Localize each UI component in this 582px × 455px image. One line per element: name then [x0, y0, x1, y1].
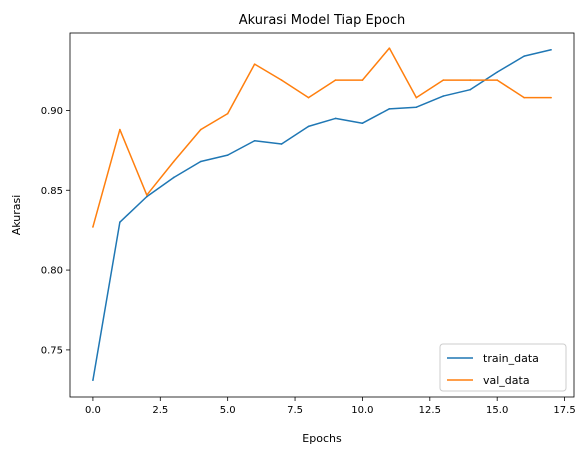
data-point-val_data	[146, 194, 148, 196]
data-point-train_data	[307, 125, 310, 128]
x-tick-label: 17.5	[553, 405, 575, 416]
data-point-val_data	[523, 96, 525, 99]
data-point-train_data	[415, 106, 418, 109]
data-point-val_data	[361, 79, 364, 81]
x-axis-label: Epochs	[302, 432, 342, 445]
data-point-val_data	[550, 96, 552, 99]
series-line-train_data	[92, 49, 552, 381]
x-tick-label: 15.0	[486, 405, 508, 416]
data-point-train_data	[523, 55, 525, 57]
data-point-val_data	[280, 79, 283, 81]
x-tick-label: 0.0	[85, 405, 101, 416]
data-point-val_data	[496, 79, 498, 81]
data-point-train_data	[550, 48, 552, 51]
data-point-train_data	[280, 143, 283, 145]
data-point-train_data	[388, 108, 391, 110]
data-point-val_data	[388, 47, 391, 49]
data-point-train_data	[253, 139, 256, 142]
x-tick-label: 7.5	[287, 405, 303, 416]
x-axis-ticks: 0.0 2.5 5.0 7.5 10.0 12.5 15.0 17.5	[85, 397, 576, 416]
y-tick-label: 0.90	[41, 106, 63, 117]
data-point-val_data	[307, 96, 310, 99]
series-line-val_data	[92, 47, 552, 228]
data-point-val_data	[199, 128, 202, 131]
data-point-val_data	[172, 160, 175, 163]
y-tick-label: 0.85	[41, 186, 63, 197]
data-point-val_data	[92, 226, 94, 228]
data-point-val_data	[226, 112, 229, 115]
x-tick-label: 5.0	[220, 405, 236, 416]
data-point-train_data	[226, 154, 229, 156]
data-point-train_data	[442, 95, 445, 97]
y-tick-label: 0.75	[41, 345, 63, 356]
data-point-train_data	[92, 379, 94, 382]
series-lines	[92, 47, 552, 382]
x-tick-label: 10.0	[351, 405, 373, 416]
data-point-val_data	[119, 128, 121, 131]
data-point-val_data	[253, 63, 256, 65]
data-point-val_data	[469, 79, 472, 81]
chart-title: Akurasi Model Tiap Epoch	[239, 13, 406, 28]
data-point-train_data	[496, 71, 498, 73]
x-tick-label: 2.5	[152, 405, 168, 416]
data-point-train_data	[119, 221, 121, 223]
data-point-train_data	[361, 122, 364, 125]
y-axis-label: Akurasi	[10, 195, 23, 236]
data-point-train_data	[172, 176, 175, 179]
data-point-val_data	[442, 79, 445, 81]
legend: train_data val_data	[439, 343, 567, 392]
plot-frame	[69, 32, 575, 398]
data-point-train_data	[146, 195, 148, 198]
y-tick-label: 0.80	[41, 266, 63, 277]
data-point-train_data	[334, 117, 337, 120]
legend-label: val_data	[483, 374, 530, 387]
x-tick-label: 12.5	[419, 405, 441, 416]
y-axis-ticks: 0.75 0.80 0.85 0.90	[41, 106, 70, 356]
legend-label: train_data	[483, 352, 539, 365]
data-point-val_data	[334, 79, 337, 81]
data-point-train_data	[199, 160, 202, 163]
data-point-val_data	[415, 96, 418, 99]
data-point-train_data	[469, 88, 472, 91]
